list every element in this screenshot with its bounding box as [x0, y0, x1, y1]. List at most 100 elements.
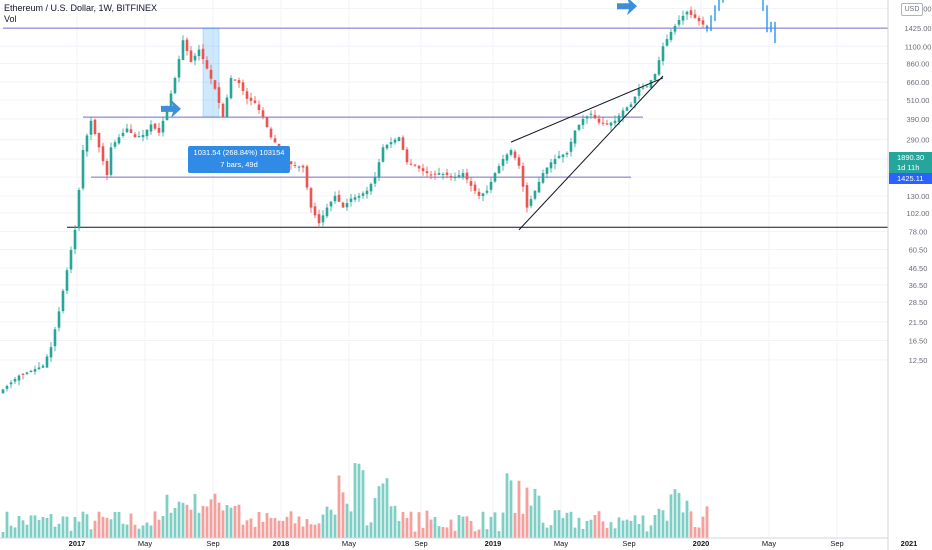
volume-bar — [289, 511, 293, 538]
candle-body — [109, 147, 113, 175]
volume-bar — [489, 516, 493, 538]
candle-body — [357, 195, 361, 198]
candle-body — [297, 166, 301, 168]
volume-bar — [133, 524, 137, 538]
volume-bar — [217, 502, 221, 538]
x-tick-label: 2020 — [693, 539, 710, 548]
candle-body — [13, 379, 17, 382]
volume-bar — [365, 525, 369, 538]
candle-body — [493, 173, 497, 182]
volume-bar — [281, 520, 285, 538]
volume-bar — [293, 523, 297, 538]
candle-body — [541, 173, 545, 183]
candle-body — [605, 123, 609, 125]
volume-bar — [393, 505, 397, 538]
candle-body — [161, 120, 165, 133]
volume-bar — [661, 510, 665, 538]
volume-bar — [461, 516, 465, 538]
candle-body — [533, 190, 537, 199]
volume-bar — [109, 519, 113, 538]
candle-body — [313, 206, 317, 216]
candle-body — [141, 135, 145, 138]
candle-body — [445, 172, 449, 176]
volume-bar — [297, 516, 301, 538]
candle-body — [317, 214, 321, 224]
volume-bar — [601, 521, 605, 538]
candle-body — [529, 199, 533, 206]
volume-bar — [529, 505, 533, 538]
candle-body — [577, 124, 581, 130]
candle-body — [45, 356, 49, 368]
candle-body — [289, 161, 293, 164]
x-tick-label: Sep — [622, 539, 635, 548]
candle-body — [409, 163, 413, 165]
volume-bar — [165, 494, 169, 538]
candle-body — [485, 190, 489, 193]
candle-body — [325, 207, 329, 217]
y-tick-label: 1425.00 — [904, 24, 931, 33]
volume-bar — [585, 521, 589, 538]
y-tick-label: 21.50 — [909, 318, 928, 327]
volume-bar — [569, 511, 573, 538]
candle-body — [337, 194, 341, 202]
candle-body — [597, 118, 601, 123]
candle-body — [661, 46, 665, 62]
volume-bar — [333, 514, 337, 538]
candle-body — [677, 20, 681, 25]
currency-selector[interactable]: USD — [901, 3, 923, 16]
volume-bar — [277, 520, 281, 538]
volume-bar — [193, 494, 197, 538]
volume-bar — [501, 512, 505, 538]
candle-body — [129, 129, 133, 133]
volume-bar — [597, 511, 601, 538]
candle-body — [293, 165, 297, 167]
volume-bar — [673, 489, 677, 538]
volume-bar — [257, 512, 261, 538]
candle-body — [545, 167, 549, 174]
candle-body — [29, 370, 33, 373]
candle-body — [93, 119, 97, 135]
candle-body — [265, 117, 269, 128]
trend-line — [510, 77, 664, 143]
volume-bar — [205, 506, 209, 538]
candle-body — [673, 25, 677, 32]
candle-body — [197, 49, 201, 56]
candle-body — [9, 382, 13, 385]
volume-bar — [481, 511, 485, 538]
candle-body — [273, 138, 277, 143]
volume-bar — [57, 523, 61, 538]
candle-body — [613, 120, 617, 124]
candle-body — [237, 80, 241, 84]
candle-body — [609, 122, 613, 126]
volume-bar — [649, 525, 653, 538]
candle-body — [465, 172, 469, 180]
x-tick-label: 2017 — [69, 539, 86, 548]
candle-body — [657, 60, 661, 75]
volume-bar — [101, 516, 105, 538]
volume-bar — [633, 515, 637, 538]
volume-bar — [381, 483, 385, 538]
volume-bar — [541, 522, 545, 538]
x-tick-label: Sep — [206, 539, 219, 548]
candle-body — [365, 190, 369, 195]
candle-body — [681, 15, 685, 21]
candle-body — [645, 86, 649, 88]
volume-bar — [85, 514, 89, 538]
y-tick-label: 290.00 — [907, 136, 930, 145]
volume-bar — [33, 515, 37, 538]
y-tick-label: 12.50 — [909, 356, 928, 365]
volume-bar — [305, 519, 309, 538]
volume-bar — [389, 506, 393, 538]
volume-bar — [593, 515, 597, 538]
candle-body — [653, 74, 657, 81]
candle-body — [133, 134, 137, 138]
candle-body — [453, 177, 457, 179]
y-tick-label: 60.50 — [909, 245, 928, 254]
volume-bar — [249, 518, 253, 538]
volume-bar — [117, 512, 121, 538]
volume-bar — [473, 531, 477, 538]
candle-body — [665, 39, 669, 46]
volume-bar — [577, 517, 581, 538]
volume-bar — [605, 527, 609, 538]
